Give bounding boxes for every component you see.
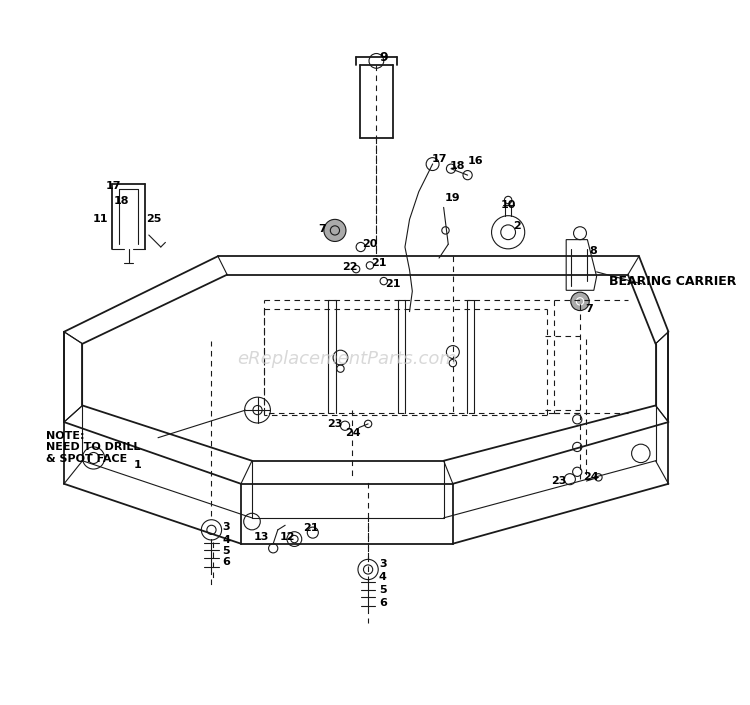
- Circle shape: [324, 219, 346, 242]
- Text: 7: 7: [585, 304, 593, 314]
- Text: 25: 25: [146, 214, 161, 224]
- Text: 6: 6: [379, 598, 387, 608]
- Text: 20: 20: [362, 239, 377, 250]
- Text: 4: 4: [379, 572, 387, 582]
- Circle shape: [571, 292, 590, 311]
- Text: 23: 23: [327, 419, 343, 429]
- Text: 8: 8: [589, 245, 597, 256]
- Text: 19: 19: [445, 193, 460, 203]
- Text: NOTE:: NOTE:: [46, 431, 84, 441]
- Text: 4: 4: [222, 535, 230, 545]
- Text: 1: 1: [134, 460, 142, 470]
- Text: 11: 11: [93, 214, 109, 224]
- Text: 16: 16: [468, 157, 484, 166]
- Text: & SPOT FACE: & SPOT FACE: [46, 454, 127, 465]
- Text: 21: 21: [386, 279, 400, 289]
- Text: 13: 13: [254, 532, 269, 542]
- Text: 7: 7: [318, 223, 326, 233]
- Text: 5: 5: [379, 584, 387, 595]
- Text: 10: 10: [500, 200, 516, 209]
- Text: 24: 24: [584, 472, 598, 482]
- Text: 3: 3: [223, 522, 230, 532]
- Text: 18: 18: [450, 161, 465, 171]
- Text: 3: 3: [379, 559, 387, 569]
- Text: 17: 17: [431, 154, 447, 164]
- Text: 12: 12: [279, 532, 295, 542]
- Text: 2: 2: [514, 221, 521, 231]
- Text: 22: 22: [342, 262, 358, 272]
- Text: 21: 21: [303, 523, 319, 533]
- Text: eReplacementParts.com: eReplacementParts.com: [237, 350, 457, 369]
- Text: 23: 23: [551, 476, 566, 486]
- Text: BEARING CARRIER: BEARING CARRIER: [610, 274, 736, 288]
- Text: NEED TO DRILL: NEED TO DRILL: [46, 442, 140, 453]
- Text: 6: 6: [222, 557, 230, 567]
- Text: 9: 9: [380, 51, 388, 63]
- Text: 21: 21: [371, 257, 387, 268]
- Text: 18: 18: [113, 196, 129, 206]
- Text: 17: 17: [106, 181, 122, 191]
- Text: 5: 5: [223, 546, 230, 556]
- Text: 24: 24: [346, 428, 362, 438]
